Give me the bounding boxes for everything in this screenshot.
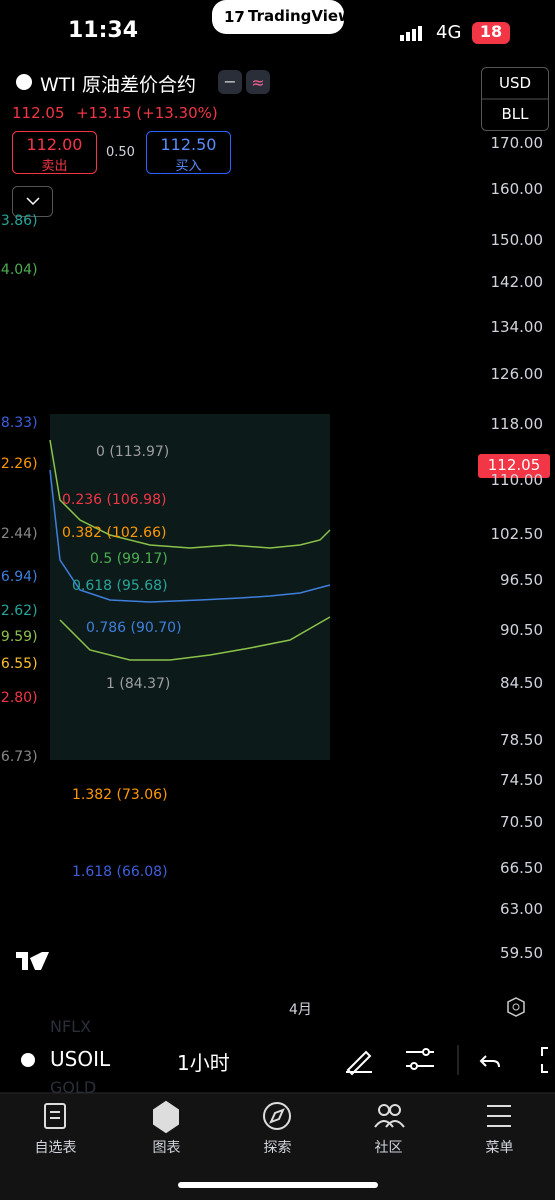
collapse-button[interactable] (12, 186, 53, 217)
signal (400, 26, 422, 41)
fib-label: 0.786 (90.70) (86, 620, 182, 636)
fib-label: 1.618 (66.08) (72, 864, 168, 880)
spread: 0.50 (106, 145, 135, 160)
icon-wave: ≈ (251, 73, 264, 92)
banner (212, 0, 344, 34)
price-axis-label: 90.50 (500, 621, 543, 639)
buy-button[interactable] (146, 131, 231, 174)
range-zone (50, 414, 330, 760)
banner-logo: 17 (224, 8, 245, 26)
buy-label: 买入 (175, 159, 202, 174)
level-label: 76.73) (0, 749, 38, 765)
price-axis-label: 142.00 (490, 273, 544, 291)
time-label: 4月 (289, 1002, 312, 1018)
fullscreen[interactable] (541, 1047, 548, 1073)
settings-icon[interactable] (507, 997, 525, 1017)
currency: USD (498, 74, 532, 92)
tv-logo (16, 952, 49, 970)
price-tag-bg (478, 454, 550, 478)
level-label: 89.59) (0, 629, 38, 645)
level-label: 82.80) (0, 690, 38, 706)
level-label: 86.55) (0, 656, 38, 672)
chevron (26, 197, 40, 206)
sell-label: 卖出 (41, 159, 68, 174)
price-axis-label: 134.00 (490, 318, 544, 336)
undo[interactable] (479, 1055, 500, 1068)
price-axis-label: 74.50 (500, 771, 543, 789)
banner-title: TradingView (248, 7, 352, 25)
fib-label: 0 (113.97) (96, 444, 170, 460)
price-axis-label: 160.00 (490, 180, 544, 198)
droplet (16, 74, 32, 90)
level-label: 53.86) (0, 213, 38, 229)
level-label: 02.44) (0, 526, 38, 542)
fib-label: 0.236 (106.98) (62, 492, 167, 508)
network: 4G (436, 22, 462, 43)
price-axis-label: 118.00 (490, 415, 544, 433)
btn-minus[interactable] (218, 70, 242, 94)
price-axis-label: 96.50 (500, 571, 543, 589)
level-label: 12.26) (0, 456, 38, 472)
fib-label: 0.618 (95.68) (72, 578, 168, 594)
symbol-button[interactable]: USOIL (50, 1047, 111, 1071)
fib-label: 1.382 (73.06) (72, 787, 168, 803)
draw-tool[interactable] (346, 1050, 372, 1076)
ghost-row: GOLD (50, 1078, 97, 1097)
price-axis-label: 66.50 (500, 859, 543, 877)
sell-price: 112.00 (26, 135, 83, 154)
ma-green-slow (59, 616, 331, 661)
current-price-tag: 112.05 (487, 456, 541, 474)
level-label: 96.94) (0, 569, 38, 585)
price-axis-label: 84.50 (500, 674, 543, 692)
fib-label: 1 (84.37) (106, 676, 171, 692)
level-label: 18.33) (0, 415, 38, 431)
fib-label: 0.382 (102.66) (62, 525, 167, 541)
buy-price: 112.50 (160, 135, 217, 154)
icon-minus: − (223, 72, 236, 91)
unit: BLL (501, 105, 529, 123)
price-axis-label: 110.00 (490, 471, 544, 489)
price-axis-label: 78.50 (500, 731, 543, 749)
settings-dot (512, 1003, 520, 1011)
level-label: 92.62) (0, 603, 38, 619)
nav-item[interactable]: 自选表 (34, 1140, 77, 1156)
home-indicator (178, 1182, 378, 1188)
sell-button[interactable] (12, 131, 97, 174)
indicator-tool[interactable] (406, 1048, 434, 1070)
price-axis-label: 63.00 (500, 900, 543, 918)
interval-button[interactable]: 1小时 (177, 1051, 230, 1075)
droplet-small (21, 1053, 35, 1067)
fib-label: 0.5 (99.17) (90, 551, 168, 567)
nav-item[interactable]: 社区 (374, 1140, 403, 1156)
price-axis-label: 59.50 (500, 944, 543, 962)
price-axis-label: 126.00 (490, 365, 544, 383)
nav-item[interactable]: 探索 (263, 1140, 292, 1156)
ghost-row: NFLX (50, 1017, 92, 1036)
price-axis-label: 170.00 (490, 134, 544, 152)
ma-blue (49, 469, 331, 603)
battery (472, 22, 510, 44)
clock: 11:34 (68, 18, 139, 43)
nav-item[interactable]: 图表 (152, 1140, 181, 1156)
battery-level: 18 (479, 22, 503, 41)
price-change: +13.15 (+13.30%) (76, 104, 218, 122)
symbol-title: WTI 原油差价合约 (40, 74, 197, 96)
ma-green (49, 439, 331, 549)
price-axis-label: 150.00 (490, 231, 544, 249)
nav-item[interactable]: 菜单 (485, 1140, 514, 1156)
btn-compare[interactable] (246, 70, 270, 94)
price-axis-label: 102.50 (490, 525, 544, 543)
nav-icons (44, 1100, 511, 1134)
level-label: 44.04) (0, 262, 38, 278)
last-price: 112.05 (12, 104, 65, 122)
price-axis-label: 70.50 (500, 813, 543, 831)
